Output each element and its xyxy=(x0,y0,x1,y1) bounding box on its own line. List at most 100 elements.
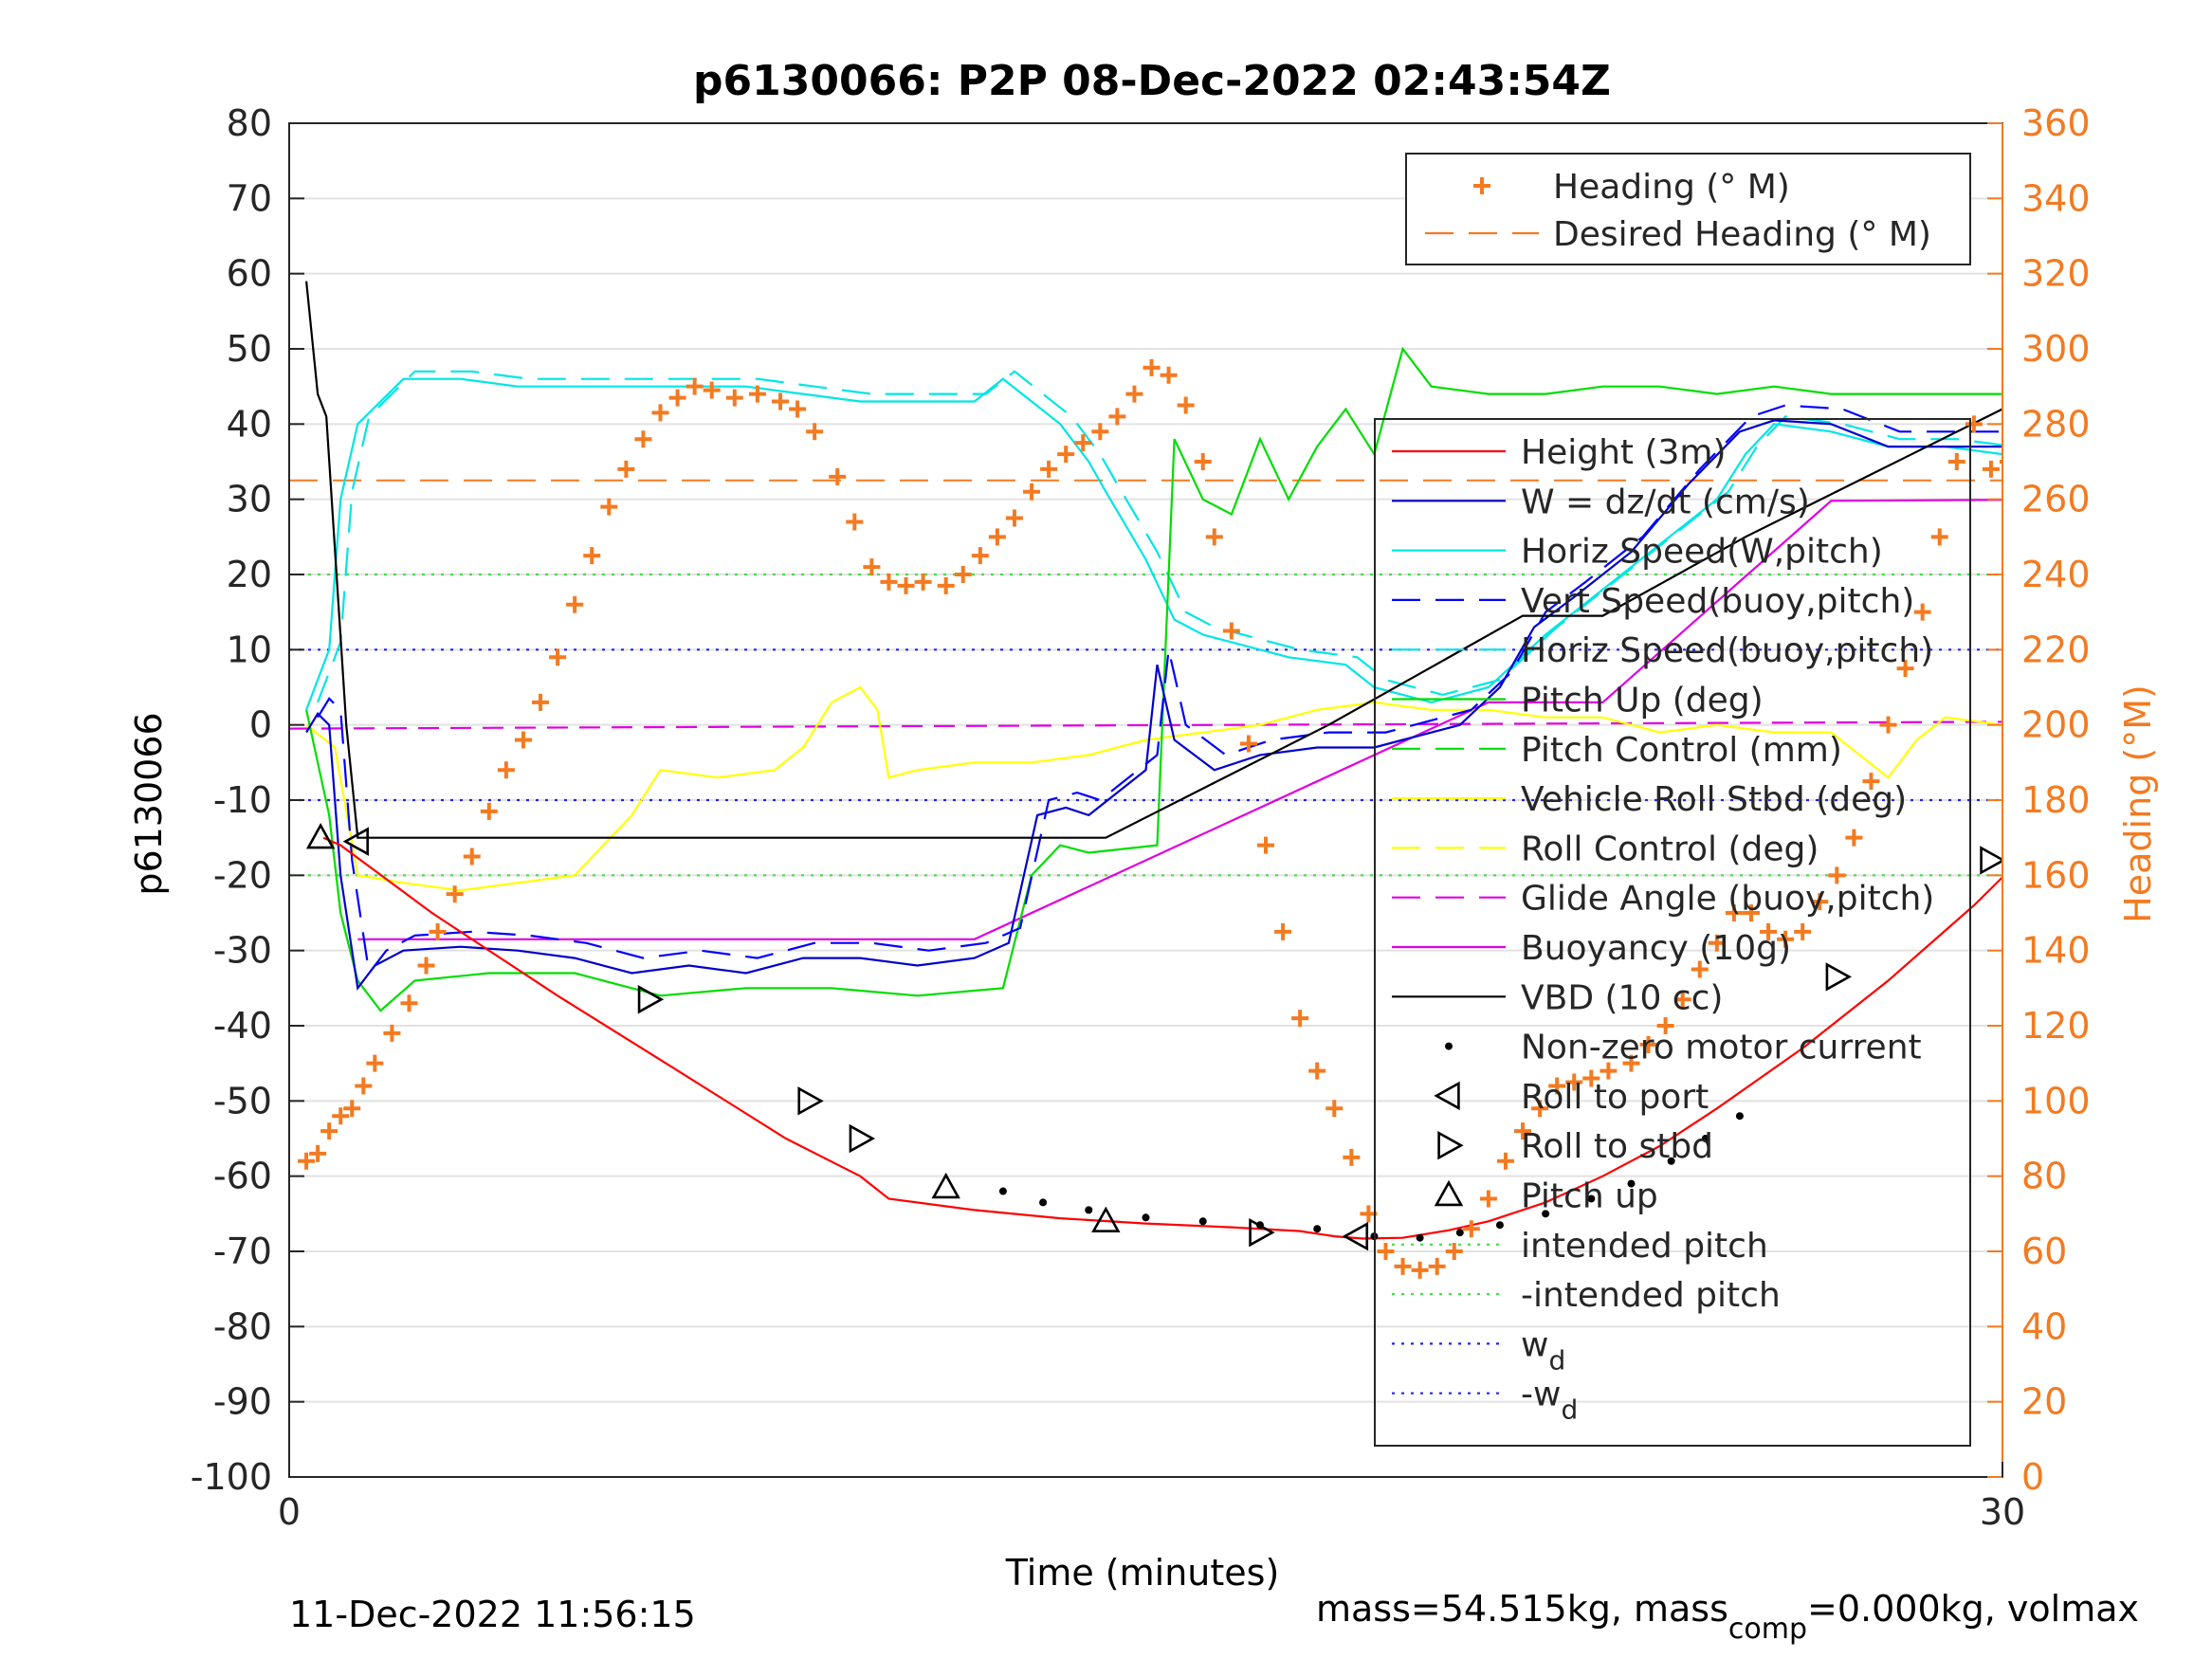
heading-marker xyxy=(1828,866,1846,884)
y2-tick-label: 120 xyxy=(2021,1005,2091,1047)
heading-marker xyxy=(1794,922,1812,940)
x-tick-label: 30 xyxy=(1980,1491,2025,1533)
legend-main-label: Pitch up xyxy=(1521,1177,1658,1216)
horiz-speed-line xyxy=(305,377,2002,711)
heading-marker xyxy=(332,1107,350,1125)
legend-top-box xyxy=(1405,153,1971,265)
heading-marker xyxy=(772,392,790,410)
legend-main-label-text: Height (3m) xyxy=(1521,433,1727,472)
y-tick-label: -10 xyxy=(213,779,272,821)
legend-main-label: Horiz Speed(W,pitch) xyxy=(1521,533,1883,572)
pitch-up-marker xyxy=(305,822,336,849)
y-tick-label: -50 xyxy=(213,1080,272,1121)
legend-main-sample xyxy=(1437,1130,1464,1160)
heading-marker xyxy=(549,648,567,666)
height-line xyxy=(322,836,2002,1240)
y2-tick-label: 300 xyxy=(2021,328,2091,370)
y-tick-label: 10 xyxy=(227,629,272,670)
heading-marker xyxy=(897,576,915,594)
roll-stbd-marker xyxy=(797,1086,824,1116)
heading-marker xyxy=(617,460,635,478)
heading-marker xyxy=(417,957,435,975)
heading-marker xyxy=(480,802,498,820)
heading-marker xyxy=(686,377,704,395)
footer-mass-post: =0.000kg, volmax xyxy=(1807,1588,2139,1630)
y-tick-label: 40 xyxy=(227,403,272,445)
vbd-line xyxy=(305,281,2002,839)
heading-marker xyxy=(532,693,550,711)
heading-marker xyxy=(2120,400,2137,417)
heading-marker xyxy=(383,1024,401,1042)
heading-marker xyxy=(937,576,955,594)
y2-axis-label: Heading (°M) xyxy=(2117,684,2159,923)
legend-main-box xyxy=(1374,418,1971,1447)
legend-main-label: Vehicle Roll Stbd (deg) xyxy=(1521,780,1907,819)
heading-marker xyxy=(1377,1243,1395,1260)
legend-main-label-text: Pitch Control (mm) xyxy=(1521,731,1842,770)
legend-main-label-text: -intended pitch xyxy=(1521,1276,1781,1315)
legend-main-label-text: Roll Control (deg) xyxy=(1521,830,1819,868)
heading-marker xyxy=(971,547,989,565)
chart-title: p6130066: P2P 08-Dec-2022 02:43:54Z xyxy=(693,57,1611,105)
heading-marker xyxy=(1565,1073,1583,1091)
heading-marker xyxy=(446,885,464,903)
pitch-line xyxy=(305,346,2002,1012)
legend-main-label-text: Horiz Speed(W,pitch) xyxy=(1521,533,1883,572)
y2-tick-label: 200 xyxy=(2021,704,2091,746)
roll-stbd-marker xyxy=(1249,1217,1275,1248)
legend-main-label-text: w xyxy=(1521,1325,1548,1364)
x-tick-label: 0 xyxy=(278,1491,301,1533)
heading-marker xyxy=(566,595,584,613)
y-tick-label: -40 xyxy=(213,1005,272,1047)
roll-line xyxy=(305,685,2002,892)
heading-marker xyxy=(1040,460,1058,478)
roll-stbd-marker xyxy=(1825,962,1852,992)
heading-marker xyxy=(1930,528,1948,546)
heading-marker xyxy=(1725,904,1743,921)
y2-tick-label: 0 xyxy=(2021,1456,2044,1498)
heading-marker xyxy=(343,1100,361,1118)
left-axis: 80 70 60 50 40 30 20 10 0 -10 -20 -30 -40 -50 -60 -70 -8… xyxy=(191,102,304,1498)
legend-main-label: Horiz Speed(buoy,pitch) xyxy=(1521,631,1933,670)
roll-stbd-marker xyxy=(637,985,665,1014)
heading-marker xyxy=(1514,1122,1532,1140)
motor-current-dot xyxy=(1735,1112,1744,1121)
heading-marker xyxy=(1143,358,1161,376)
heading-marker xyxy=(789,400,807,418)
heading-marker xyxy=(1291,1010,1309,1028)
heading-marker xyxy=(1965,415,1983,433)
heading-marker xyxy=(1462,1220,1480,1238)
heading-marker xyxy=(2137,371,2154,388)
heading-marker xyxy=(846,513,864,531)
y-tick-label: -70 xyxy=(213,1231,272,1272)
legend-main-label-text: Roll to stbd xyxy=(1521,1127,1713,1166)
roll-port-marker xyxy=(1342,1221,1369,1251)
heading-marker xyxy=(1177,396,1195,414)
y2-tick-label: 160 xyxy=(2021,854,2091,896)
footer-mass-sub: comp xyxy=(1728,1613,1807,1646)
heading-marker xyxy=(1194,453,1212,470)
legend-main-label: Pitch Up (deg) xyxy=(1521,682,1764,720)
legend-main-label-text: Pitch up xyxy=(1521,1177,1658,1216)
y-tick-label: -20 xyxy=(213,854,272,896)
legend-main-label: wd xyxy=(1521,1325,1565,1376)
heading-marker xyxy=(1582,1069,1600,1087)
y2-tick-label: 260 xyxy=(2021,479,2091,520)
motor-current-dot xyxy=(1455,1229,1464,1237)
heading-marker xyxy=(1879,716,1897,734)
legend-main-sample xyxy=(1434,1179,1464,1207)
heading-marker xyxy=(651,404,669,422)
roll-stbd-marker xyxy=(1980,846,2002,875)
legend-main: Height (3m) W = dz/dt (cm/s) Horiz Speed(W… xyxy=(1374,418,1971,1447)
legend-main-label-text: VBD (10 cc) xyxy=(1521,978,1723,1017)
footer-date: 11-Dec-2022 11:56:15 xyxy=(289,1594,696,1635)
legend-main-label: Height (3m) xyxy=(1521,433,1727,472)
legend-main-label-text: Vert Speed(buoy,pitch) xyxy=(1521,582,1914,621)
vert-speed-line xyxy=(317,404,2002,976)
heading-marker xyxy=(429,922,447,940)
heading-marker xyxy=(1691,960,1709,978)
legend-main-label-text: Buoyancy (10g) xyxy=(1521,929,1791,968)
y2-tick-label: 100 xyxy=(2021,1080,2091,1121)
heading-marker xyxy=(2102,423,2119,440)
